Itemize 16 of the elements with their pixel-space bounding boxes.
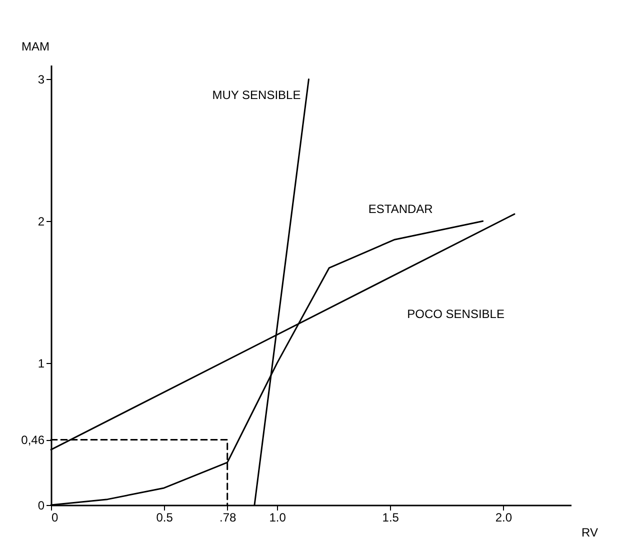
y-axis-title: MAM [22,40,50,54]
series-label: ESTANDAR [368,202,434,216]
x-tick-label: 2.0 [495,510,512,524]
x-tick-label: 1.0 [269,510,286,524]
y-tick-label: 2 [38,214,45,229]
x-tick-label: 0 [52,510,58,524]
x-tick-label: 1.5 [382,510,400,524]
y-tick-label: 3 [38,72,45,87]
series-label: MUY SENSIBLE [212,88,301,102]
y-tick-label: 0 [38,498,45,512]
y-tick-label: 0,46 [21,433,45,448]
text: POCO SENSIBLE [407,307,504,322]
x-tick-label: .78 [220,510,237,524]
x-tick-label: 0.5 [156,510,174,524]
x-axis-title: RV [582,526,598,540]
y-tick-label: 1 [38,356,45,371]
